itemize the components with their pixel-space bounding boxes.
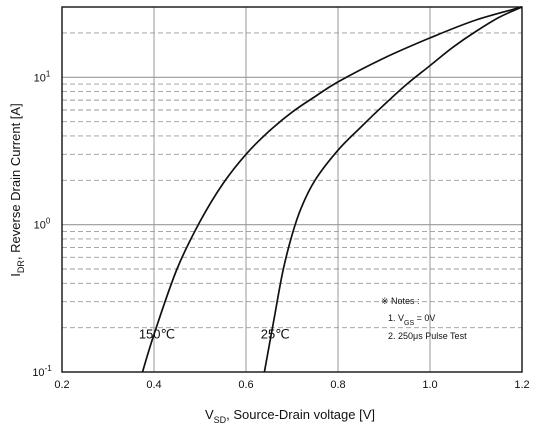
notes-line-1: 1. VGS = 0V — [388, 313, 435, 327]
x-axis-tick-labels: 0.2 0.4 0.6 0.8 1.0 1.2 — [54, 379, 529, 391]
x-tick-label: 0.2 — [54, 379, 69, 391]
x-axis-label-sub: SD — [214, 415, 227, 425]
plot-area-frame — [61, 6, 523, 373]
y-axis-label-sub: DR — [16, 260, 26, 273]
curve-label-25c: 25℃ — [261, 326, 290, 341]
notes-line-1-prefix: 1. V — [388, 313, 404, 323]
y-tick-label: 10-1 — [32, 364, 52, 379]
grid-lines — [62, 7, 522, 372]
series-25c-curve — [263, 6, 523, 373]
y-axis-label-rest: , Reverse Drain Current [A] — [8, 103, 23, 260]
y-tick-label: 101 — [34, 69, 51, 84]
x-tick-label: 0.8 — [330, 379, 345, 391]
x-axis-label-main: V — [205, 407, 214, 422]
x-tick-label: 1.2 — [514, 379, 529, 391]
y-tick-label: 100 — [34, 217, 51, 232]
series-lines — [141, 6, 523, 373]
notes-header: ※ Notes : — [381, 296, 420, 306]
y-axis-label: IDR, Reverse Drain Current [A] — [8, 103, 26, 276]
curve-label-150c: 150℃ — [139, 326, 175, 341]
series-150c-curve — [141, 6, 523, 373]
notes-line-1-sub: GS — [404, 320, 414, 327]
notes-line-2: 2. 250μs Pulse Test — [388, 331, 467, 341]
x-tick-label: 1.0 — [422, 379, 437, 391]
y-axis-label-main: I — [8, 273, 23, 277]
notes-annotation: ※ Notes : 1. VGS = 0V 2. 250μs Pulse Tes… — [381, 296, 467, 341]
x-axis-label-rest: , Source-Drain voltage [V] — [226, 407, 375, 422]
x-axis-label: VSD, Source-Drain voltage [V] — [205, 407, 375, 425]
notes-line-1-suffix: = 0V — [414, 313, 435, 323]
y-axis-tick-labels: 10-1 100 101 — [32, 69, 52, 379]
x-tick-label: 0.6 — [238, 379, 253, 391]
x-tick-label: 0.4 — [146, 379, 161, 391]
